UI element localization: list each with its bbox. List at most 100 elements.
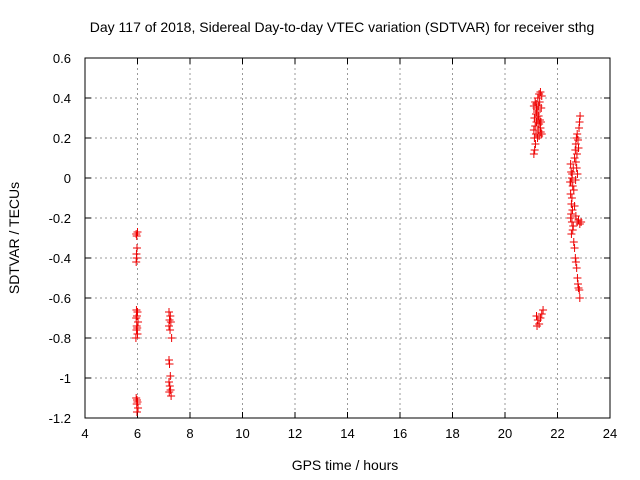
data-point — [132, 408, 141, 416]
data-point — [572, 150, 581, 158]
x-tick-label: 22 — [550, 426, 564, 441]
data-point — [165, 360, 174, 368]
data-point — [165, 316, 174, 324]
x-tick-label: 24 — [603, 426, 617, 441]
x-tick-label: 10 — [235, 426, 249, 441]
y-tick-label: 0.2 — [53, 131, 71, 146]
data-point — [537, 310, 546, 318]
data-point — [573, 170, 582, 178]
data-point — [539, 306, 548, 314]
data-point — [166, 318, 175, 326]
data-point — [165, 356, 173, 364]
data-point — [577, 218, 586, 226]
data-point — [536, 118, 545, 126]
data-point — [167, 334, 176, 342]
data-point — [534, 126, 543, 134]
data-point — [566, 214, 575, 222]
grid-lines — [85, 58, 610, 418]
data-point — [132, 326, 141, 334]
data-point — [133, 398, 142, 406]
data-point — [534, 112, 543, 120]
data-point — [533, 322, 542, 330]
data-point — [571, 176, 580, 184]
data-point — [166, 372, 175, 380]
data-point — [573, 130, 582, 138]
data-series — [131, 88, 586, 416]
data-point — [165, 382, 174, 390]
data-point — [532, 312, 541, 320]
data-point — [166, 326, 175, 334]
x-tick-label: 4 — [81, 426, 88, 441]
y-tick-label: 0 — [64, 171, 71, 186]
data-point — [165, 322, 173, 330]
data-point — [572, 164, 581, 172]
data-point — [566, 178, 575, 186]
y-axis-label: SDTVAR / TECUs — [6, 182, 22, 294]
data-point — [132, 230, 141, 238]
y-tick-label: -0.6 — [49, 291, 71, 306]
data-point — [132, 314, 141, 322]
y-tick-label: -1 — [59, 371, 71, 386]
chart-title: Day 117 of 2018, Sidereal Day-to-day VTE… — [90, 19, 594, 35]
x-tick-label: 6 — [134, 426, 141, 441]
y-tick-label: -1.2 — [49, 411, 71, 426]
data-point — [575, 294, 584, 302]
data-point — [535, 120, 544, 128]
x-tick-label: 14 — [340, 426, 354, 441]
data-point — [131, 334, 140, 342]
data-point — [134, 318, 143, 326]
data-point — [536, 314, 545, 322]
y-tick-label: -0.8 — [49, 331, 71, 346]
data-point — [572, 134, 581, 142]
data-point — [166, 312, 175, 320]
data-point — [530, 114, 539, 122]
data-point — [576, 112, 585, 120]
data-point — [532, 100, 541, 108]
data-point — [567, 210, 576, 218]
x-axis: 4 6 8 10 12 14 16 18 20 22 24 — [81, 58, 617, 441]
data-point — [569, 238, 578, 246]
data-point — [570, 244, 579, 252]
data-point — [573, 280, 582, 288]
data-point — [566, 190, 575, 198]
x-tick-label: 12 — [288, 426, 302, 441]
data-point — [132, 394, 141, 402]
data-point — [530, 146, 539, 154]
data-point — [537, 104, 546, 112]
y-tick-label: -0.4 — [49, 251, 71, 266]
data-point — [575, 286, 584, 294]
data-point — [571, 254, 580, 262]
data-point — [133, 330, 142, 338]
data-point — [575, 220, 584, 228]
data-point — [571, 258, 580, 266]
y-tick-label: 0.4 — [53, 91, 71, 106]
data-point — [535, 132, 544, 140]
data-point — [165, 308, 173, 316]
x-axis-label: GPS time / hours — [292, 457, 399, 473]
data-point — [574, 284, 583, 292]
data-point — [165, 388, 174, 396]
data-point — [568, 206, 577, 214]
data-point — [132, 254, 141, 262]
data-point — [568, 182, 577, 190]
x-tick-label: 8 — [186, 426, 193, 441]
data-point — [535, 320, 544, 328]
data-point — [574, 144, 583, 152]
data-point — [570, 202, 579, 210]
data-point — [531, 140, 540, 148]
data-point — [533, 134, 542, 142]
data-point — [132, 312, 141, 320]
data-point — [133, 308, 142, 316]
data-point — [166, 386, 175, 394]
x-tick-label: 20 — [498, 426, 512, 441]
x-tick-label: 18 — [445, 426, 459, 441]
y-tick-label: 0.6 — [53, 51, 71, 66]
data-point — [572, 264, 581, 272]
y-tick-label: -0.2 — [49, 211, 71, 226]
data-point — [533, 94, 542, 102]
data-point — [571, 158, 580, 166]
data-point — [567, 194, 576, 202]
x-tick-label: 16 — [393, 426, 407, 441]
data-point — [536, 88, 545, 96]
